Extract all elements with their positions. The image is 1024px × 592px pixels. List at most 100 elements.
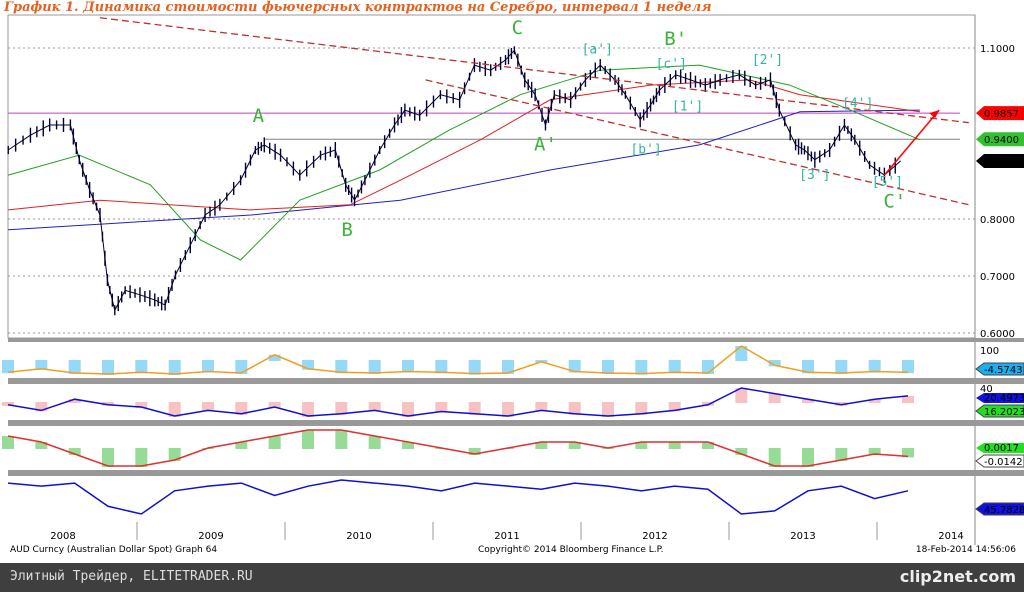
histogram-bar <box>835 360 848 374</box>
panel-separator <box>8 420 1024 426</box>
indicator-tag <box>975 404 1024 418</box>
histogram-bar <box>202 360 214 373</box>
histogram-bar <box>268 436 281 449</box>
histogram-bar <box>168 448 181 461</box>
indicator-tag-secondary <box>976 443 1024 453</box>
indicator-tag <box>975 502 1024 516</box>
histogram-bar <box>902 360 914 374</box>
histogram-bar <box>668 360 681 374</box>
histogram-bar <box>768 393 781 403</box>
histogram-bar <box>602 360 614 374</box>
histogram-bar <box>302 360 314 370</box>
indicator-tag-label: -4.5743 <box>984 365 1023 376</box>
footer-timestamp: 18-Feb-2014 14:56:06 <box>915 545 1016 555</box>
wave-label: [4'] <box>842 96 873 111</box>
price-line <box>7 49 902 312</box>
wave-label: [1'] <box>672 100 703 115</box>
footer-security: AUD Curncy (Australian Dollar Spot) Grap… <box>10 545 218 555</box>
x-tick-label: 2009 <box>198 531 223 542</box>
x-tick-label: 2013 <box>790 531 815 542</box>
x-tick-label: 2008 <box>50 531 75 542</box>
indicator-tag-secondary <box>976 393 1024 403</box>
histogram-bar <box>368 402 381 412</box>
histogram-bar <box>802 448 814 467</box>
ma_green-line <box>8 64 921 261</box>
last-price-label: 0.9017 <box>984 157 1019 168</box>
histogram-bar <box>2 436 14 449</box>
histogram-bar <box>335 402 348 415</box>
histogram-bar <box>535 442 548 449</box>
indicator-tag-label: 45.7828 <box>984 505 1024 516</box>
histogram-bar <box>502 402 514 417</box>
histogram-bar <box>202 402 214 412</box>
chart-title: График 1. Динамика стоимости фьючерсных … <box>4 0 712 15</box>
wave-label: C <box>512 17 523 39</box>
histogram-bar <box>268 402 281 409</box>
histogram-bar <box>368 360 381 374</box>
indicator-tag <box>975 454 1024 468</box>
histogram-bar <box>635 360 648 375</box>
histogram-bar <box>568 360 581 373</box>
histogram-bar <box>502 360 514 374</box>
histogram-bar <box>468 360 481 375</box>
histogram-bar <box>68 360 81 374</box>
histogram-bar <box>668 402 681 412</box>
forecast-arrow <box>883 109 940 176</box>
histogram-bar <box>135 402 148 409</box>
histogram-bar <box>35 402 48 412</box>
histogram-bar <box>468 402 481 415</box>
y-tick-label: 0.6000 <box>980 329 1015 340</box>
indicator-tag-label: 16.2023 <box>984 407 1024 418</box>
level-tag-label: 0.9857 <box>984 109 1019 120</box>
histogram-bar <box>235 360 248 374</box>
wave-label: C' <box>883 191 906 213</box>
histogram-bar <box>302 430 314 449</box>
histogram-bar <box>102 448 114 467</box>
panel-separator <box>8 378 1024 384</box>
last-price-tag <box>976 154 1024 169</box>
level-tag <box>976 132 1024 147</box>
x-tick-label: 2012 <box>642 531 667 542</box>
histogram-bar <box>35 442 48 449</box>
histogram-bar <box>335 430 348 449</box>
histogram-bar <box>135 360 148 374</box>
histogram-bar <box>2 360 14 374</box>
wave-label: [3'] <box>799 168 830 183</box>
panel-separator <box>8 338 1024 342</box>
histogram-bar <box>768 448 781 467</box>
histogram-bar <box>568 402 581 415</box>
trendline <box>99 17 969 124</box>
histogram-bar <box>335 360 348 374</box>
indicator-line <box>7 387 909 417</box>
watermark-site: Элитный Трейдер, ELITETRADER.RU <box>10 569 253 584</box>
wave-label: A <box>253 105 265 127</box>
wave-label: [b'] <box>630 142 661 157</box>
histogram-bar <box>568 442 581 449</box>
histogram-bar <box>735 346 748 361</box>
histogram-bar <box>768 360 781 367</box>
histogram-bar <box>735 448 748 455</box>
histogram-bar <box>902 395 914 403</box>
histogram-bar <box>435 360 448 374</box>
indicator-tick: 100 <box>980 346 999 357</box>
indicator-tag-secondary-label: 0.0017 <box>984 443 1019 454</box>
histogram-bar <box>268 354 281 361</box>
histogram-bar <box>602 402 614 417</box>
wave-label: [5'] <box>872 175 903 190</box>
histogram-bar <box>68 448 81 455</box>
x-tick-label: 2014 <box>938 531 963 542</box>
histogram-bar <box>235 402 248 415</box>
y-tick-label: 1.1000 <box>980 44 1015 55</box>
histogram-bar <box>735 388 748 403</box>
histogram-bar <box>635 402 648 415</box>
wave-label: [a'] <box>582 43 613 58</box>
histogram-bar <box>702 442 714 449</box>
histogram-bar <box>168 360 181 375</box>
histogram-bar <box>868 448 881 455</box>
x-tick-label: 2011 <box>494 531 519 542</box>
level-tag-label: 0.9400 <box>984 135 1019 146</box>
histogram-bar <box>402 402 414 417</box>
ma_blue-line <box>8 109 920 231</box>
histogram-bar <box>35 360 48 370</box>
histogram-bar <box>168 402 181 417</box>
